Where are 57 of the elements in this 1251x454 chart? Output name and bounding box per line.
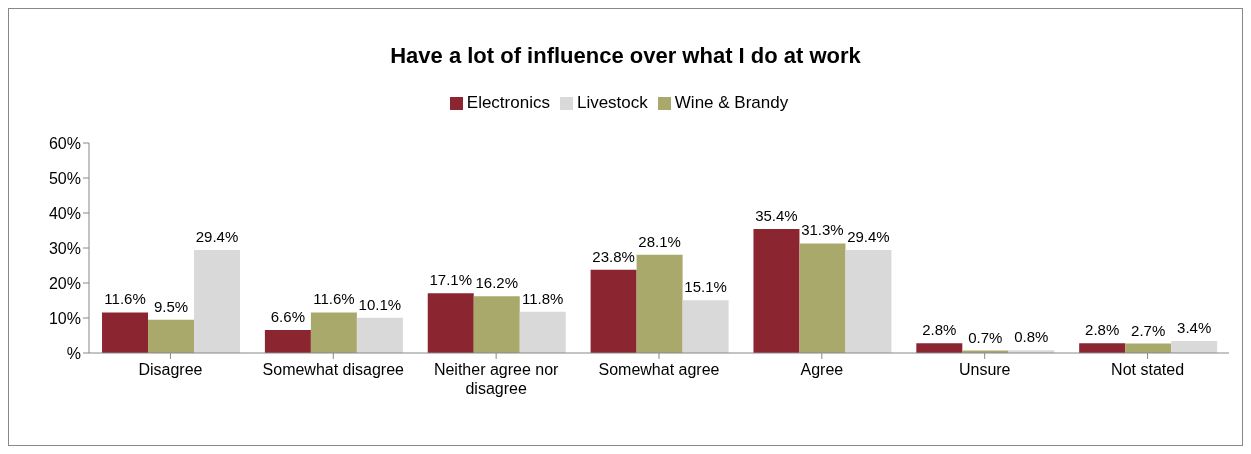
legend-label: Electronics <box>466 93 550 112</box>
bar <box>753 229 800 353</box>
x-tick-label: Neither agree nor disagree <box>433 361 560 397</box>
bar <box>148 319 195 353</box>
legend-label: Livestock <box>576 93 648 112</box>
y-tick-label: 50% <box>48 169 81 187</box>
chart-title: Have a lot of influence over what I do at work <box>389 42 862 70</box>
bar <box>1079 343 1126 353</box>
data-label: 23.8% <box>592 247 635 265</box>
bar <box>473 296 520 353</box>
y-tick-label: 10% <box>48 309 81 327</box>
bar <box>264 329 311 353</box>
data-label: 11.6% <box>313 290 355 308</box>
bar <box>636 254 683 353</box>
y-tick-label: 60% <box>48 134 81 152</box>
bar <box>799 243 846 353</box>
bar <box>310 312 357 353</box>
legend-label: Wine & Brandy <box>674 93 789 112</box>
bar <box>519 311 566 353</box>
data-label: 6.6% <box>270 307 305 325</box>
data-label: 10.1% <box>358 295 402 313</box>
data-label: 31.3% <box>801 221 844 239</box>
data-label: 11.8% <box>522 289 564 307</box>
x-tick-label: Unsure <box>958 361 1011 378</box>
bar <box>916 343 963 353</box>
bar <box>356 317 403 353</box>
x-tick-label: Somewhat agree <box>598 361 720 378</box>
y-tick-label: 20% <box>48 274 81 292</box>
data-label: 2.7% <box>1131 321 1166 339</box>
data-label: 29.4% <box>847 228 890 246</box>
data-label: 29.4% <box>195 228 239 246</box>
data-label: 2.8% <box>922 321 957 339</box>
y-tick-label: 40% <box>48 204 81 222</box>
bar <box>682 300 729 353</box>
data-label: 3.4% <box>1177 319 1212 337</box>
x-tick-label: Disagree <box>138 361 203 378</box>
x-tick-label: Agree <box>800 361 844 378</box>
bar <box>1171 341 1218 353</box>
data-label: 17.1% <box>429 271 473 289</box>
data-label: 35.4% <box>755 207 798 225</box>
data-label: 15.1% <box>684 278 727 296</box>
y-tick-label: % <box>66 344 81 362</box>
data-label: 11.6% <box>104 290 146 308</box>
y-tick-label: 30% <box>48 239 81 257</box>
data-label: 16.2% <box>475 274 519 292</box>
bar <box>427 293 474 353</box>
bar <box>590 269 637 353</box>
data-label: 0.7% <box>968 328 1003 346</box>
data-label: 9.5% <box>153 297 189 315</box>
data-label: 28.1% <box>638 232 681 250</box>
data-label: 2.8% <box>1085 321 1120 339</box>
bar <box>194 250 241 353</box>
x-tick-label: Not stated <box>1111 361 1185 378</box>
data-label: 0.8% <box>1014 328 1049 346</box>
x-tick-label: Somewhat disagree <box>262 361 405 378</box>
bar <box>845 250 892 353</box>
bar <box>102 312 149 353</box>
